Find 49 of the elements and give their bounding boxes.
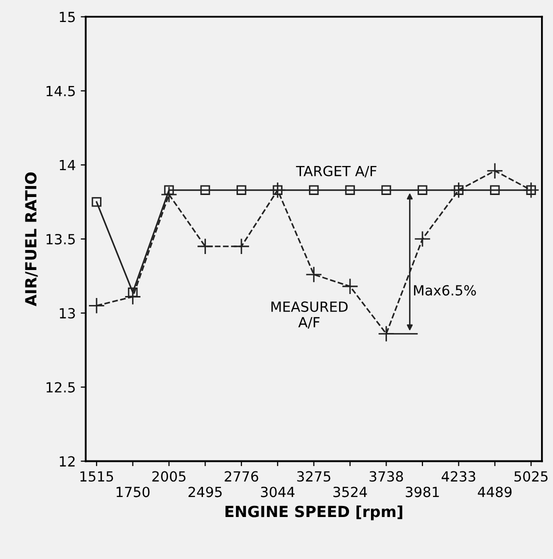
point [200,185,210,195]
x-tick-label: 3981 [406,486,439,498]
point [88,297,105,314]
point [196,238,214,255]
point [164,185,174,195]
x-tick-label: 4489 [478,486,512,498]
y-tick-label: 12.5 [46,382,75,393]
point [272,185,282,195]
y-tick-label: 13.5 [46,234,75,244]
x-tick-label: 3738 [370,471,403,482]
point [454,185,464,195]
point [526,185,536,195]
y-axis-title: AIR/FUEL RATIO [24,172,38,306]
point [450,182,467,198]
x-axis-title: ENGINE SPEED [rpm] [226,505,402,520]
y-tick-label: 14 [60,160,76,170]
annotation: MEASURED A/F [271,301,348,329]
annotation: TARGET A/F [296,166,376,178]
point [308,185,319,195]
point [414,230,431,248]
y-tick-label: 15 [60,12,75,22]
point [418,185,428,195]
point [486,162,504,180]
y-tick-label: 13 [60,308,75,319]
annotation: Max6.5% [414,285,476,296]
point [522,182,540,198]
x-tick-label: 4233 [442,471,476,482]
point [345,185,355,195]
point [269,182,286,198]
point [490,185,500,195]
x-tick-label: 2776 [224,471,258,482]
x-tick-label: 1515 [80,471,114,482]
point [236,185,246,195]
point [381,185,392,195]
y-tick-label: 12 [60,456,75,466]
point [160,186,178,203]
point [128,287,138,298]
point [92,197,102,207]
x-tick-label: 3524 [333,486,367,498]
y-tick-label: 14.5 [46,86,75,96]
x-tick-label: 2495 [188,486,222,498]
point [342,278,358,295]
point [305,266,322,283]
x-tick-label: 2005 [152,471,186,482]
x-tick-label: 3044 [261,486,295,498]
point [233,238,250,255]
x-tick-label: 5025 [514,471,548,482]
x-tick-label: 3275 [297,471,330,482]
x-tick-label: 1750 [116,486,150,498]
